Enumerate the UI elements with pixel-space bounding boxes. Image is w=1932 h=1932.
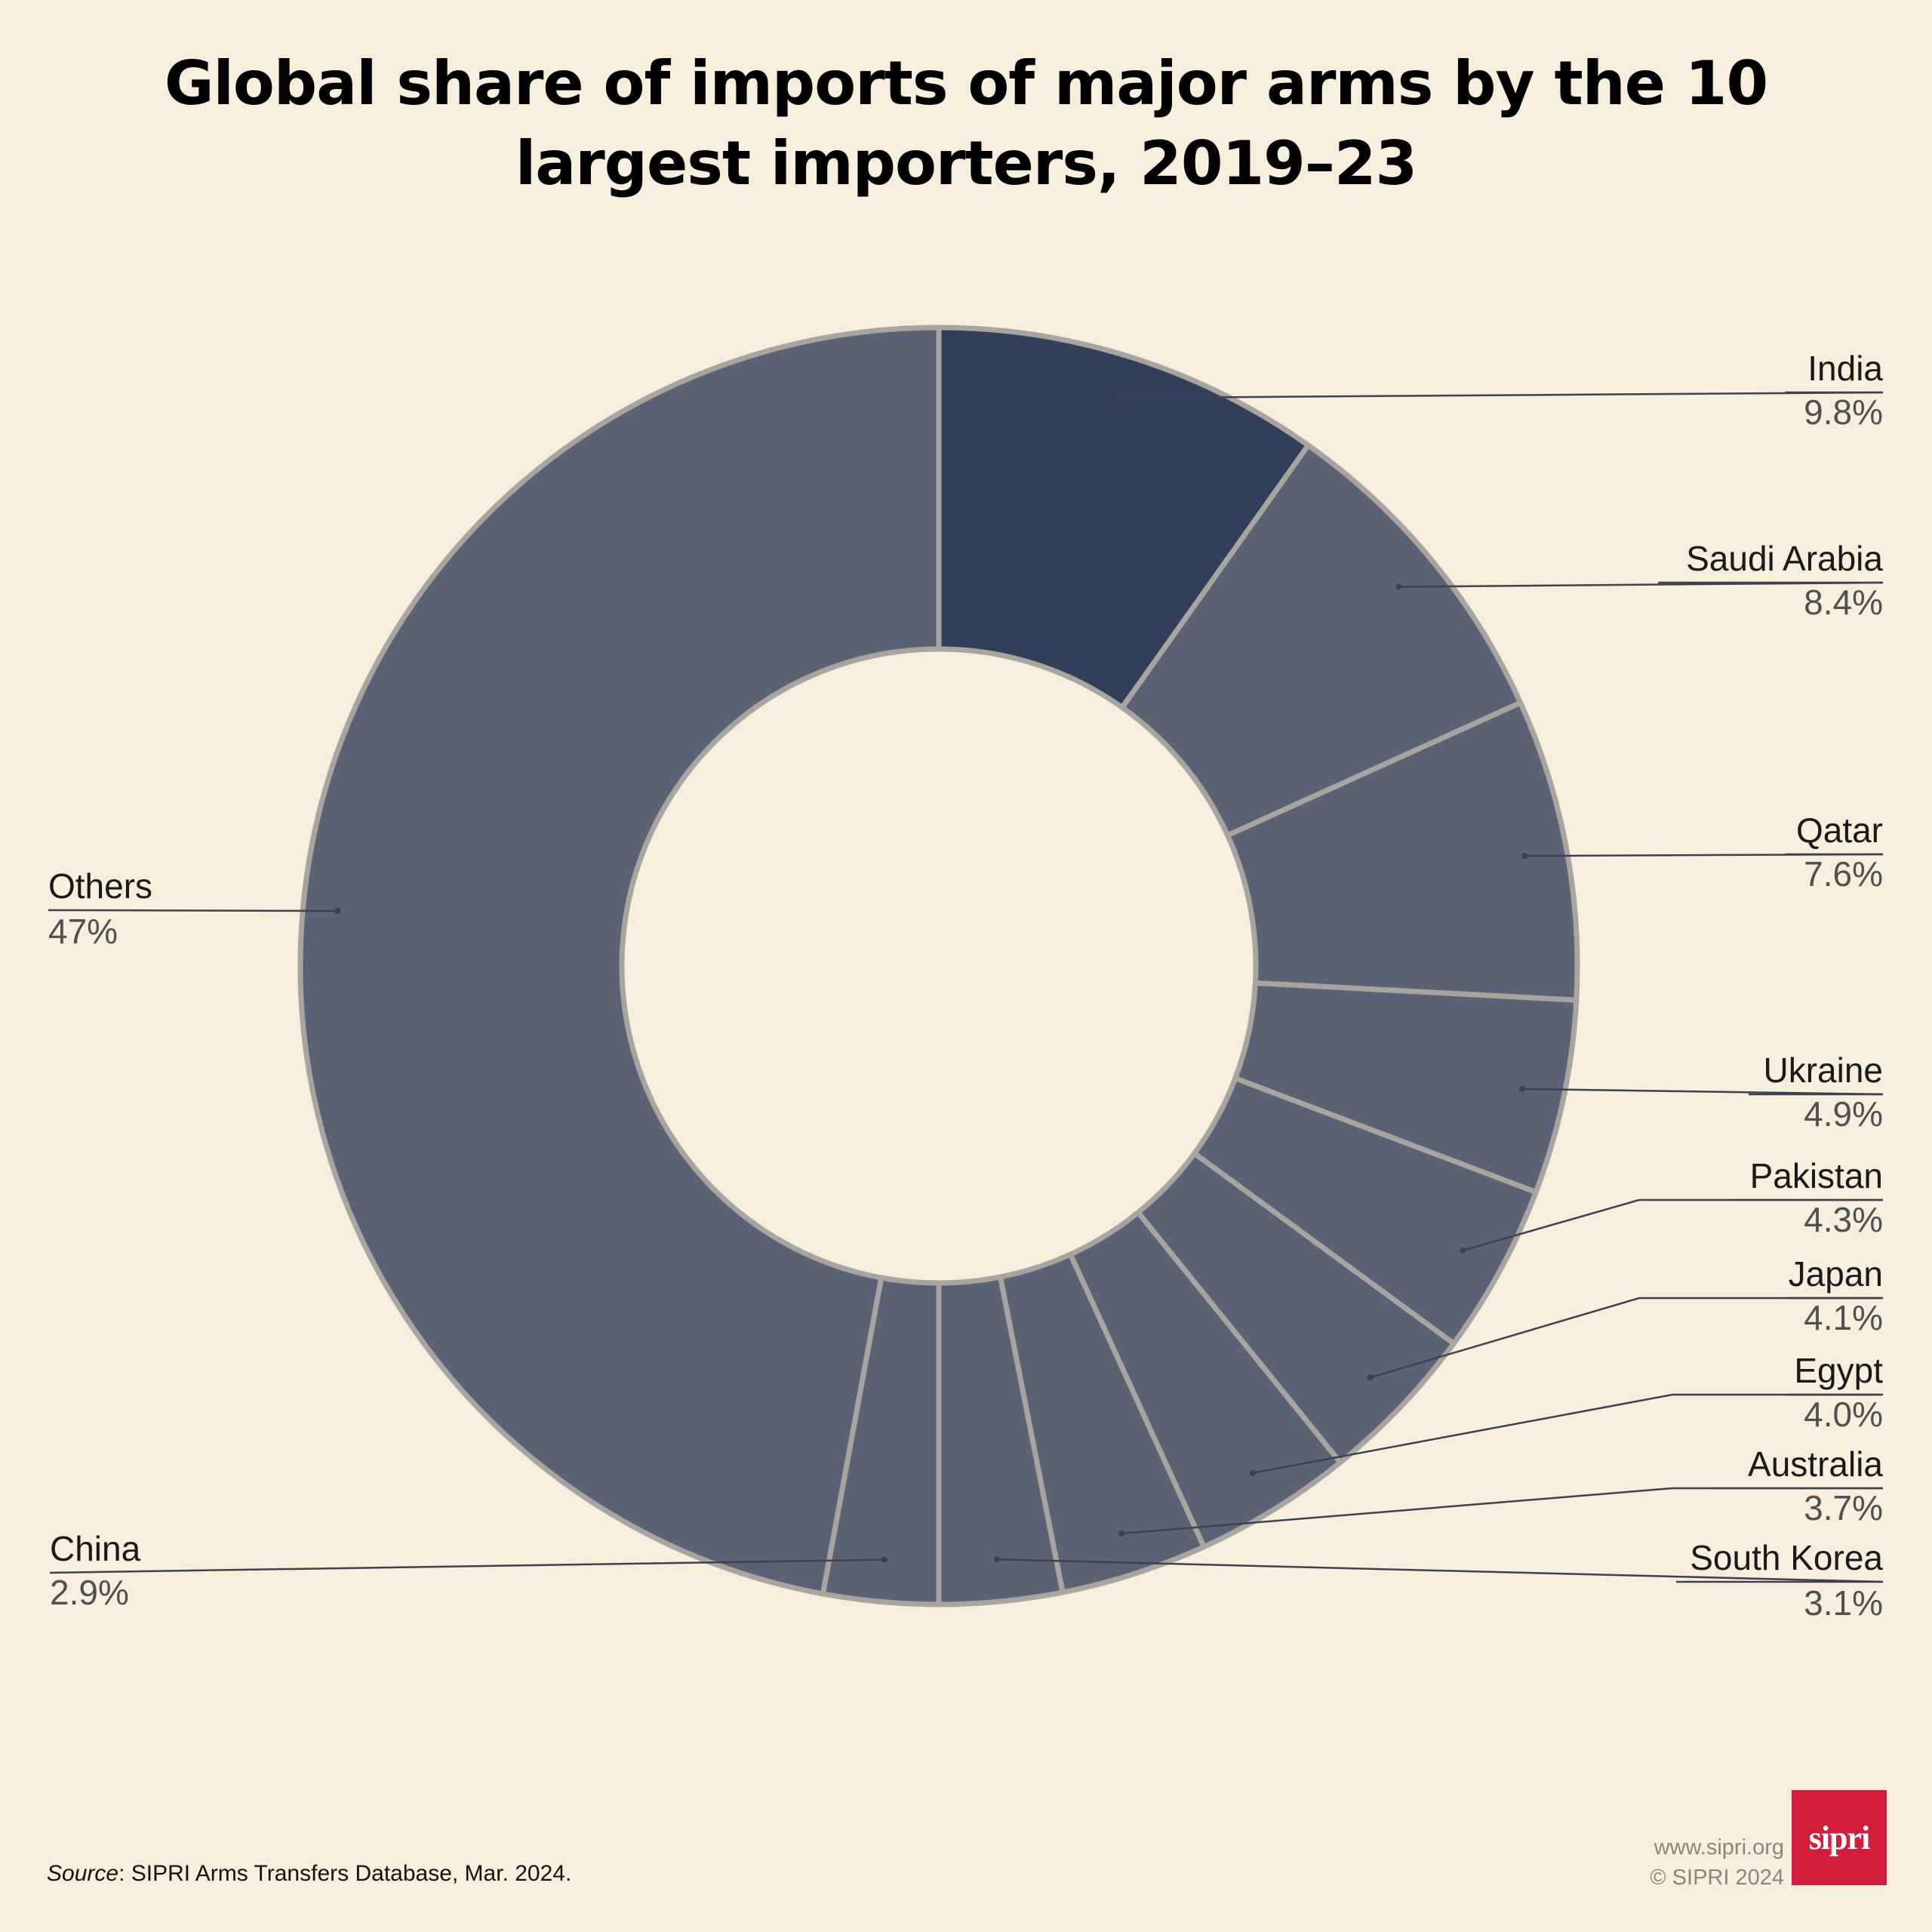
leader-dot-saudi-arabia	[1395, 583, 1402, 590]
slice-india	[936, 325, 1311, 710]
leader-dot-qatar	[1521, 853, 1528, 860]
slice-qatar	[1225, 700, 1580, 1003]
label-name-ukraine: Ukraine	[1763, 1051, 1883, 1090]
leader-south-korea	[996, 1558, 1884, 1583]
label-name-egypt: Egypt	[1794, 1351, 1883, 1390]
label-value-egypt: 4.0%	[1804, 1395, 1883, 1434]
label-value-india: 9.8%	[1804, 392, 1883, 432]
leader-dot-china	[881, 1556, 888, 1563]
label-value-qatar: 7.6%	[1804, 854, 1883, 894]
donut-slices	[297, 325, 1580, 1607]
leader-others	[48, 909, 338, 912]
label-value-pakistan: 4.3%	[1804, 1200, 1883, 1239]
label-value-china: 2.9%	[50, 1573, 129, 1612]
leader-china	[49, 1558, 885, 1574]
label-value-ukraine: 4.9%	[1804, 1094, 1883, 1134]
leader-dot-pakistan	[1460, 1247, 1466, 1254]
label-name-south-korea: South Korea	[1690, 1538, 1883, 1577]
leader-dot-others	[334, 908, 341, 915]
leader-dot-japan	[1367, 1374, 1374, 1381]
label-value-saudi-arabia: 8.4%	[1804, 583, 1883, 622]
label-name-saudi-arabia: Saudi Arabia	[1686, 539, 1883, 578]
label-value-australia: 3.7%	[1804, 1488, 1883, 1527]
leader-dot-india	[1116, 395, 1123, 401]
label-name-china: China	[50, 1529, 141, 1568]
label-name-qatar: Qatar	[1796, 811, 1883, 850]
leader-lines	[48, 391, 1884, 1583]
label-name-others: Others	[48, 866, 152, 906]
leader-dot-australia	[1118, 1530, 1125, 1537]
leader-dot-egypt	[1249, 1469, 1256, 1476]
slice-labels: India 9.8% Saudi Arabia 8.4% Qatar 7.6% Ukrain…	[48, 349, 1883, 1623]
sipri-logo: sipri	[1792, 1790, 1887, 1885]
leader-india	[1119, 391, 1884, 399]
label-name-australia: Australia	[1748, 1444, 1883, 1484]
source-label: Source	[47, 1861, 119, 1886]
label-name-japan: Japan	[1789, 1254, 1883, 1294]
slice-others	[297, 325, 942, 1597]
leader-dot-ukraine	[1519, 1085, 1526, 1092]
label-value-japan: 4.1%	[1804, 1298, 1883, 1337]
copyright-text: © SIPRI 2024	[1650, 1866, 1784, 1890]
leader-dot-south-korea	[993, 1556, 1000, 1563]
source-text: : SIPRI Arms Transfers Database, Mar. 20…	[118, 1861, 572, 1886]
label-name-india: India	[1807, 349, 1883, 388]
slice-saudi-arabia	[1119, 442, 1524, 838]
site-url[interactable]: www.sipri.org	[1654, 1835, 1784, 1860]
label-value-others: 47%	[48, 912, 118, 951]
chart-title: Global share of imports of major arms by…	[164, 48, 1768, 198]
label-value-south-korea: 3.1%	[1804, 1583, 1883, 1623]
label-name-pakistan: Pakistan	[1750, 1156, 1883, 1195]
source-note: Source: SIPRI Arms Transfers Database, M…	[47, 1861, 571, 1887]
